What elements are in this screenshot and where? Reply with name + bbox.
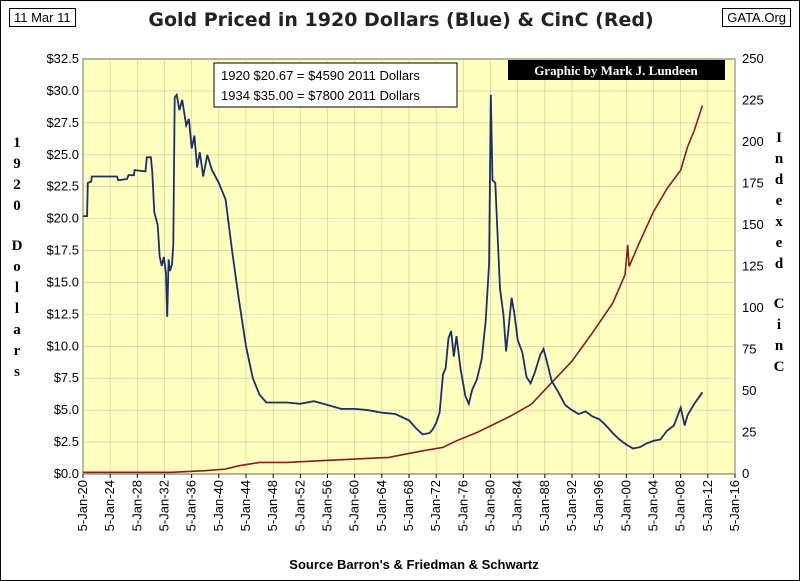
left-tick-label: $30.0 bbox=[46, 83, 79, 98]
right-tick-label: 200 bbox=[742, 134, 764, 149]
right-tick-label: 75 bbox=[742, 342, 756, 357]
right-tick-label: 250 bbox=[742, 51, 764, 66]
date-stamp: 11 Mar 11 bbox=[9, 8, 76, 27]
left-tick-label: $12.5 bbox=[46, 306, 79, 321]
axis-label-letter: n bbox=[775, 338, 784, 354]
axis-label-letter: D bbox=[12, 238, 23, 254]
axis-label-letter: n bbox=[775, 151, 784, 167]
x-tick-label: 5-Jan-48 bbox=[265, 480, 280, 531]
axis-label-letter: l bbox=[15, 301, 19, 317]
axis-label-letter: s bbox=[14, 364, 20, 380]
axis-label-letter: C bbox=[774, 359, 785, 375]
x-tick-label: 5-Jan-96 bbox=[591, 480, 606, 531]
info-line-1: 1920 $20.67 = $4590 2011 Dollars bbox=[221, 68, 420, 83]
axis-label-letter: I bbox=[776, 130, 782, 146]
x-tick-label: 5-Jan-24 bbox=[102, 480, 117, 531]
x-tick-label: 5-Jan-28 bbox=[129, 480, 144, 531]
axis-label-letter: 0 bbox=[13, 198, 21, 214]
x-tick-label: 5-Jan-52 bbox=[292, 480, 307, 531]
info-box: 1920 $20.67 = $4590 2011 Dollars 1934 $3… bbox=[213, 62, 458, 108]
right-tick-label: 175 bbox=[742, 176, 764, 191]
x-tick-label: 5-Jan-76 bbox=[455, 480, 470, 531]
left-tick-label: $10.0 bbox=[46, 338, 79, 353]
x-axis-ticks: 5-Jan-20 5-Jan-24 5-Jan-28 5-Jan-32 5-Jan-36… bbox=[75, 474, 742, 531]
x-tick-label: 5-Jan-68 bbox=[401, 480, 416, 531]
left-tick-label: $25.0 bbox=[46, 147, 79, 162]
right-axis-ticks: 0 25 50 75 100 125 150 175 200 225 250 bbox=[742, 51, 764, 481]
left-tick-label: $20.0 bbox=[46, 211, 79, 226]
x-tick-label: 5-Jan-80 bbox=[483, 480, 498, 531]
x-tick-label: 5-Jan-60 bbox=[347, 480, 362, 531]
left-tick-label: $32.5 bbox=[46, 51, 79, 66]
credit-label: Graphic by Mark J. Lundeen bbox=[508, 60, 725, 80]
x-tick-label: 5-Jan-36 bbox=[184, 480, 199, 531]
x-tick-label: 5-Jan-40 bbox=[211, 480, 226, 531]
left-tick-label: $5.0 bbox=[54, 402, 79, 417]
x-tick-label: 5-Jan-00 bbox=[618, 480, 633, 531]
x-tick-label: 5-Jan-04 bbox=[646, 480, 661, 531]
x-tick-label: 5-Jan-64 bbox=[374, 480, 389, 531]
left-axis-ticks: $0.0 $2.5 $5.0 $7.5 $10.0 $12.5 $15.0 $17.5 $20.… bbox=[46, 51, 79, 481]
axis-label-letter: r bbox=[14, 343, 21, 359]
axis-label-letter: 2 bbox=[13, 177, 21, 193]
right-tick-label: 125 bbox=[742, 259, 764, 274]
left-tick-label: $0.0 bbox=[54, 466, 79, 481]
axis-label-letter: d bbox=[775, 256, 784, 272]
right-tick-label: 150 bbox=[742, 217, 764, 232]
axis-label-letter: C bbox=[774, 296, 785, 312]
axis-label-letter: x bbox=[775, 214, 783, 230]
x-tick-label: 5-Jan-32 bbox=[157, 480, 172, 531]
source-note: Source Barron's & Friedman & Schwartz bbox=[289, 557, 539, 572]
right-tick-label: 100 bbox=[742, 300, 764, 315]
x-tick-label: 5-Jan-72 bbox=[428, 480, 443, 531]
axis-label-letter: l bbox=[15, 280, 19, 296]
gold-series-line bbox=[83, 92, 704, 450]
left-tick-label: $17.5 bbox=[46, 243, 79, 258]
x-tick-label: 5-Jan-16 bbox=[727, 480, 742, 531]
left-tick-label: $15.0 bbox=[46, 274, 79, 289]
axis-label-letter: a bbox=[13, 322, 21, 338]
grid bbox=[82, 58, 736, 475]
site-stamp: GATA.Org bbox=[722, 8, 791, 27]
axis-label-letter: i bbox=[777, 317, 781, 333]
right-tick-label: 225 bbox=[742, 93, 764, 108]
left-tick-label: $2.5 bbox=[54, 434, 79, 449]
info-line-2: 1934 $35.00 = $7800 2011 Dollars bbox=[221, 88, 420, 103]
axis-label-letter: o bbox=[13, 259, 21, 275]
axis-label-letter: 1 bbox=[13, 135, 21, 151]
axis-label-letter: e bbox=[776, 193, 783, 209]
x-tick-label: 5-Jan-92 bbox=[564, 480, 579, 531]
left-tick-label: $7.5 bbox=[54, 370, 79, 385]
right-tick-label: 25 bbox=[742, 425, 756, 440]
x-tick-label: 5-Jan-08 bbox=[673, 480, 688, 531]
x-tick-label: 5-Jan-20 bbox=[75, 480, 90, 531]
cinc-series-line bbox=[83, 105, 704, 474]
right-tick-label: 0 bbox=[742, 466, 749, 481]
chart-title: Gold Priced in 1920 Dollars (Blue) & Cin… bbox=[148, 9, 654, 31]
left-tick-label: $22.5 bbox=[46, 179, 79, 194]
right-tick-label: 50 bbox=[742, 383, 756, 398]
x-tick-label: 5-Jan-56 bbox=[320, 480, 335, 531]
x-tick-label: 5-Jan-84 bbox=[510, 480, 525, 531]
axis-label-letter: e bbox=[776, 235, 783, 251]
left-tick-label: $27.5 bbox=[46, 115, 79, 130]
credit-text: Graphic by Mark J. Lundeen bbox=[534, 63, 698, 78]
x-tick-label: 5-Jan-12 bbox=[700, 480, 715, 531]
axis-label-letter: d bbox=[775, 172, 784, 188]
x-tick-label: 5-Jan-88 bbox=[537, 480, 552, 531]
axis-label-letter: 9 bbox=[13, 156, 21, 172]
x-tick-label: 5-Jan-44 bbox=[238, 480, 253, 531]
